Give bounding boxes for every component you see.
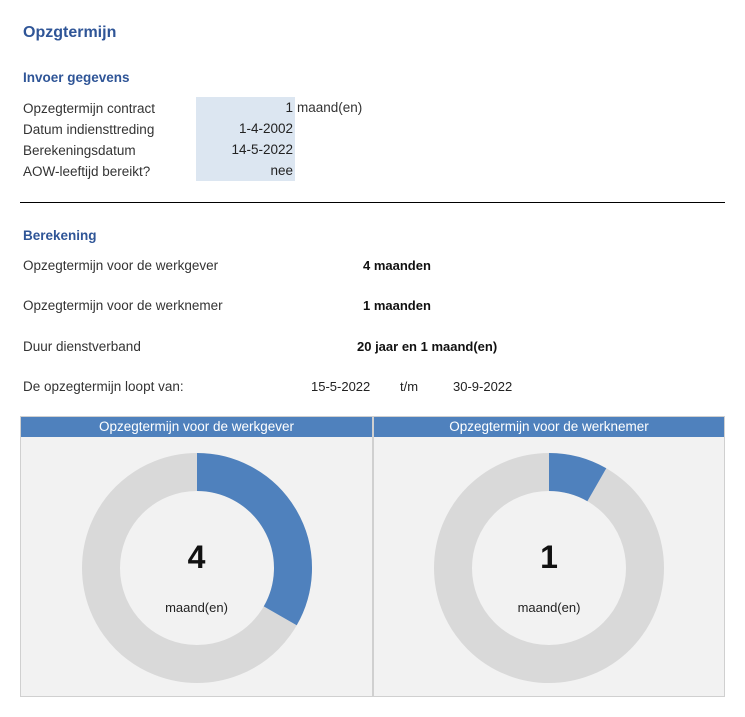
input-label-aow: AOW-leeftijd bereikt? (23, 164, 151, 179)
input-contract-unit: maand(en) (297, 100, 363, 115)
employer-donut (82, 453, 312, 683)
employee-chart-number: 1 (540, 539, 558, 575)
employee-donut (434, 453, 664, 683)
period-label: De opzegtermijn loopt van: (23, 379, 184, 394)
employee-term-label: Opzegtermijn voor de werknemer (23, 298, 223, 313)
input-label-start-date: Datum indiensttreding (23, 122, 155, 137)
period-to: 30-9-2022 (453, 379, 513, 394)
employer-chart-number: 4 (187, 539, 206, 575)
employer-donut-arc (196, 453, 312, 626)
employer-chart-header: Opzegtermijn voor de werkgever (21, 417, 372, 437)
employee-term-value: 1 maanden (363, 298, 431, 313)
input-label-calc-date: Berekeningsdatum (23, 143, 136, 158)
input-contract-value[interactable]: 1 (196, 97, 295, 118)
duration-label: Duur dienstverband (23, 339, 141, 354)
employer-chart-panel: Opzegtermijn voor de werkgever 4 maand(e… (20, 416, 373, 697)
employee-donut-arc (548, 453, 607, 502)
duration-value: 20 jaar en 1 maand(en) (357, 339, 498, 354)
calc-heading: Berekening (23, 228, 97, 243)
employer-chart-unit: maand(en) (165, 600, 228, 615)
period-separator: t/m (400, 379, 419, 394)
page-title: Opzgtermijn (23, 24, 117, 41)
employee-chart-header: Opzegtermijn voor de werknemer (374, 417, 724, 437)
section-divider (20, 202, 725, 203)
employer-term-value: 4 maanden (363, 258, 431, 273)
employer-term-label: Opzegtermijn voor de werkgever (23, 258, 219, 273)
employee-chart-unit: maand(en) (517, 600, 581, 615)
input-start-date-value[interactable]: 1-4-2002 (196, 118, 295, 139)
input-label-contract: Opzegtermijn contract (23, 101, 156, 116)
input-heading: Invoer gegevens (23, 70, 130, 85)
input-aow-value[interactable]: nee (196, 160, 295, 181)
input-calc-date-value[interactable]: 14-5-2022 (196, 139, 295, 160)
period-from: 15-5-2022 (311, 379, 371, 394)
employee-chart-panel: Opzegtermijn voor de werknemer 1 maand(e… (373, 416, 725, 697)
